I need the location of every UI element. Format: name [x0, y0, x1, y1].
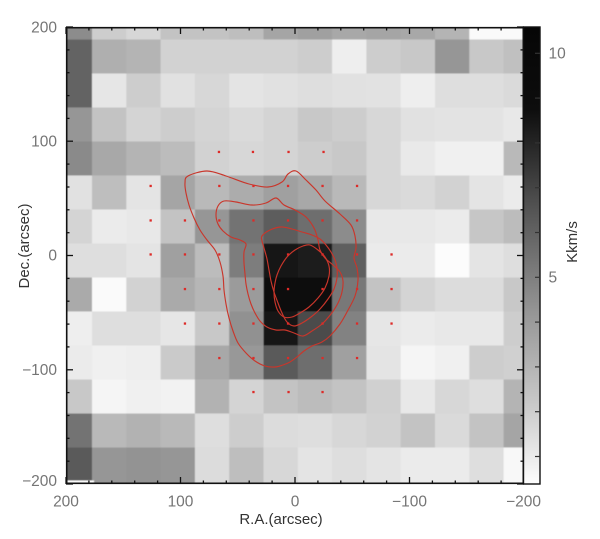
svg-text:Dec.(arcsec): Dec.(arcsec)	[16, 203, 33, 288]
svg-text:200: 200	[31, 20, 57, 37]
svg-text:200: 200	[53, 494, 79, 511]
svg-text:100: 100	[168, 494, 194, 511]
svg-text:R.A.(arcsec): R.A.(arcsec)	[239, 511, 322, 528]
svg-text:100: 100	[31, 134, 57, 151]
svg-text:0: 0	[48, 248, 57, 265]
svg-text:5: 5	[549, 270, 558, 287]
svg-text:0: 0	[291, 494, 300, 511]
svg-text:10: 10	[549, 46, 567, 63]
svg-text:−100: −100	[392, 494, 427, 511]
svg-text:−200: −200	[22, 473, 57, 490]
svg-text:Kkm/s: Kkm/s	[564, 221, 581, 263]
svg-text:−200: −200	[506, 494, 541, 511]
svg-text:−100: −100	[22, 362, 57, 379]
